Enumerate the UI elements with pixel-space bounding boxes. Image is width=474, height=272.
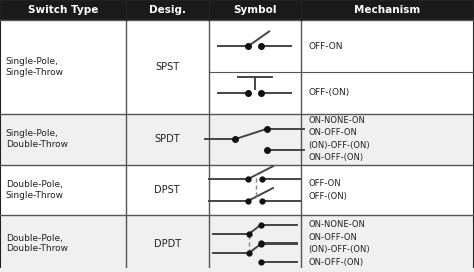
Text: DPDT: DPDT	[154, 239, 181, 249]
Text: Single-Pole,
Double-Throw: Single-Pole, Double-Throw	[6, 129, 68, 149]
Text: Single-Pole,
Single-Throw: Single-Pole, Single-Throw	[6, 57, 64, 77]
Text: OFF-(ON): OFF-(ON)	[308, 88, 349, 97]
Text: Double-Pole,
Single-Throw: Double-Pole, Single-Throw	[6, 180, 64, 200]
Text: Switch Type: Switch Type	[27, 5, 98, 15]
Bar	[0, 215, 474, 272]
Text: ON-NONE-ON
ON-OFF-ON
(ON)-OFF-(ON)
ON-OFF-(ON): ON-NONE-ON ON-OFF-ON (ON)-OFF-(ON) ON-OF…	[308, 220, 370, 267]
Text: ON-NONE-ON
ON-OFF-ON
(ON)-OFF-(ON)
ON-OFF-(ON): ON-NONE-ON ON-OFF-ON (ON)-OFF-(ON) ON-OF…	[308, 116, 370, 162]
Bar	[0, 72, 474, 114]
Bar	[0, 114, 474, 165]
Text: Double-Pole,
Double-Throw: Double-Pole, Double-Throw	[6, 234, 68, 253]
Text: SPDT: SPDT	[154, 134, 180, 144]
Text: Mechanism: Mechanism	[355, 5, 420, 15]
Text: SPST: SPST	[155, 62, 179, 72]
Bar	[0, 20, 474, 72]
Text: Desig.: Desig.	[148, 5, 186, 15]
Bar	[0, 165, 474, 215]
Bar	[0, 0, 474, 20]
Text: OFF-ON
OFF-(ON): OFF-ON OFF-(ON)	[308, 179, 347, 201]
Text: DPST: DPST	[154, 185, 180, 195]
Text: OFF-ON: OFF-ON	[308, 42, 343, 51]
Text: Symbol: Symbol	[233, 5, 276, 15]
